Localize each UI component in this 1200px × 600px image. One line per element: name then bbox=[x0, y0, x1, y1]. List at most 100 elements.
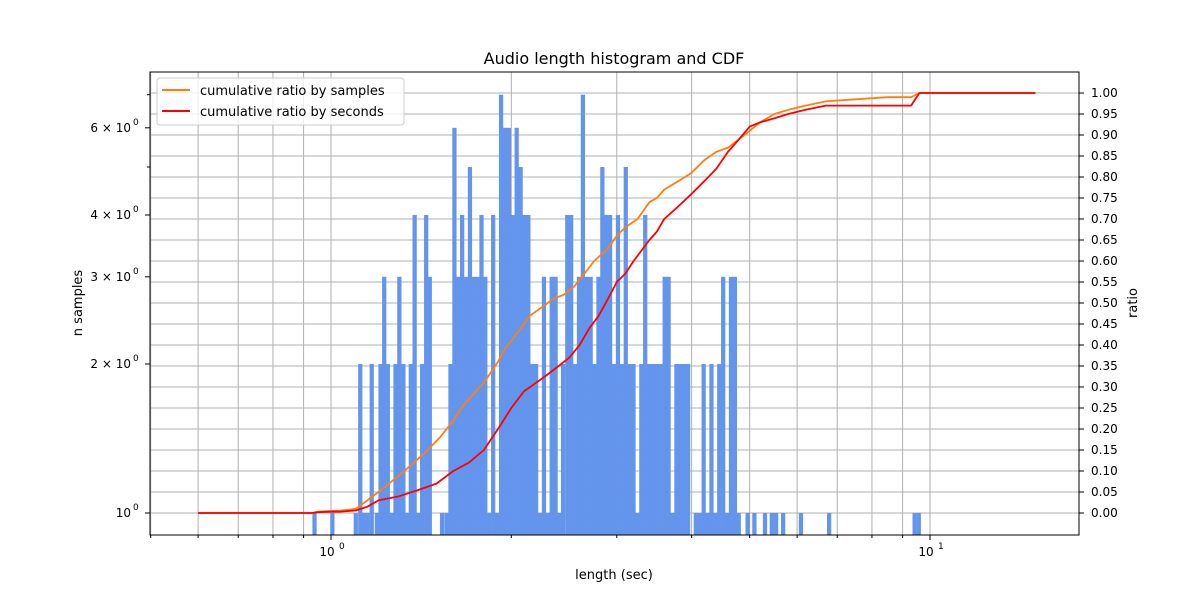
histogram-bar bbox=[623, 167, 628, 536]
histogram-bar bbox=[427, 276, 432, 535]
histogram-bar bbox=[611, 363, 617, 535]
histogram-bar bbox=[682, 363, 687, 535]
histogram-bar bbox=[697, 513, 702, 535]
histogram-bar bbox=[483, 276, 488, 535]
histogram-bar bbox=[576, 276, 582, 535]
histogram-bar bbox=[502, 127, 508, 536]
histogram-bar bbox=[678, 363, 683, 535]
right-tick-label: 0.15 bbox=[1091, 443, 1118, 457]
legend: cumulative ratio by samples cumulative r… bbox=[156, 77, 405, 126]
histogram-bar bbox=[537, 513, 543, 535]
histogram-bar bbox=[510, 214, 515, 536]
histogram-bar bbox=[420, 363, 425, 535]
y-tick-label: 4 × 10 bbox=[90, 208, 131, 222]
histogram-bar bbox=[412, 214, 417, 536]
x-axis-label: length (sec) bbox=[575, 568, 653, 583]
histogram-bar bbox=[762, 513, 768, 535]
histogram-bar bbox=[479, 214, 484, 536]
histogram-bar bbox=[312, 513, 317, 535]
right-tick-label: 0.50 bbox=[1091, 296, 1118, 310]
histogram-bar bbox=[553, 276, 558, 535]
histogram-bar bbox=[448, 363, 453, 535]
histogram-bar bbox=[530, 363, 535, 535]
histogram-bar bbox=[826, 513, 832, 535]
right-tick-label: 0.25 bbox=[1091, 401, 1118, 415]
histogram-bar bbox=[639, 363, 644, 535]
histogram-bar bbox=[374, 513, 379, 535]
histogram-bar bbox=[424, 214, 429, 536]
right-tick-label: 0.65 bbox=[1091, 233, 1118, 247]
x-tick-label: 10 bbox=[319, 545, 334, 559]
histogram-bar bbox=[560, 363, 566, 535]
histogram-bar bbox=[475, 276, 480, 535]
histogram-bar bbox=[693, 513, 698, 535]
right-tick-label: 0.90 bbox=[1091, 128, 1118, 142]
histogram-bar bbox=[604, 214, 609, 536]
y-tick-label: 3 × 10 bbox=[90, 270, 131, 284]
histogram-bar bbox=[452, 127, 457, 536]
right-tick-label: 0.05 bbox=[1091, 485, 1118, 499]
histogram-bar bbox=[781, 513, 786, 535]
histogram-bar bbox=[533, 363, 539, 535]
histogram-bar bbox=[353, 513, 358, 535]
histogram-bar bbox=[721, 276, 726, 535]
histogram-bar bbox=[467, 167, 473, 536]
histogram-bar bbox=[506, 127, 511, 536]
y-axis-ticks: 10 02 × 10 03 × 10 04 × 10 06 × 10 0 bbox=[90, 94, 150, 520]
right-tick-label: 0.30 bbox=[1091, 380, 1118, 394]
right-axis-ticks: 0.00 0.05 0.10 0.15 0.20 0.25 0.30 0.35 0.40 0.45… bbox=[1079, 86, 1118, 520]
histogram-bar bbox=[463, 276, 469, 535]
right-axis-label: ratio bbox=[1126, 288, 1141, 318]
histogram-bar bbox=[600, 167, 605, 536]
histogram-bar bbox=[752, 513, 757, 535]
right-tick-label: 0.80 bbox=[1091, 170, 1118, 184]
histogram-bar bbox=[646, 363, 652, 535]
right-tick-label: 0.20 bbox=[1091, 422, 1118, 436]
y-tick-exponent: 0 bbox=[133, 267, 139, 277]
histogram-bar bbox=[912, 513, 917, 535]
histogram-bar bbox=[444, 513, 449, 535]
histogram-bar bbox=[404, 513, 410, 535]
histogram-bars bbox=[312, 94, 921, 536]
legend-label-seconds: cumulative ratio by seconds bbox=[200, 105, 384, 120]
histogram-bar bbox=[549, 276, 554, 535]
histogram-bar bbox=[666, 276, 671, 535]
cdf-lines bbox=[198, 92, 1036, 514]
right-tick-label: 0.35 bbox=[1091, 359, 1118, 373]
histogram-bar bbox=[557, 513, 562, 535]
histogram-bar bbox=[460, 214, 465, 536]
right-tick-label: 0.85 bbox=[1091, 149, 1118, 163]
histogram-bar bbox=[389, 513, 394, 535]
histogram-bar bbox=[522, 214, 527, 536]
x-tick-exponent: 0 bbox=[339, 542, 345, 552]
histogram-bar bbox=[494, 513, 500, 535]
histogram-bar bbox=[439, 513, 445, 535]
histogram-bar bbox=[627, 363, 632, 535]
histogram-bar bbox=[330, 513, 335, 535]
histogram-bar bbox=[572, 363, 578, 535]
right-tick-label: 0.70 bbox=[1091, 212, 1118, 226]
histogram-bar bbox=[717, 363, 722, 535]
histogram-bar bbox=[393, 363, 398, 535]
right-tick-label: 0.40 bbox=[1091, 338, 1118, 352]
histogram-bar bbox=[701, 363, 706, 535]
right-tick-label: 0.10 bbox=[1091, 464, 1118, 478]
histogram-bar bbox=[685, 363, 691, 535]
y-tick-exponent: 0 bbox=[133, 354, 139, 364]
chart-title: Audio length histogram and CDF bbox=[484, 49, 745, 68]
y-tick-label: 10 bbox=[116, 506, 131, 520]
histogram-bar bbox=[709, 363, 714, 535]
histogram-bar bbox=[607, 214, 613, 536]
histogram-bar bbox=[526, 214, 531, 536]
right-tick-label: 0.75 bbox=[1091, 191, 1118, 205]
histogram-bar bbox=[471, 276, 476, 535]
histogram-bar bbox=[658, 363, 663, 535]
y-tick-label: 6 × 10 bbox=[90, 121, 131, 135]
histogram-bar bbox=[728, 276, 734, 535]
right-tick-label: 0.00 bbox=[1091, 506, 1118, 520]
cdf-samples-line bbox=[198, 92, 1036, 514]
histogram-bar bbox=[491, 214, 496, 536]
histogram-bar bbox=[382, 276, 387, 535]
histogram-bar bbox=[541, 276, 547, 535]
cdf-seconds-line bbox=[198, 92, 1036, 514]
